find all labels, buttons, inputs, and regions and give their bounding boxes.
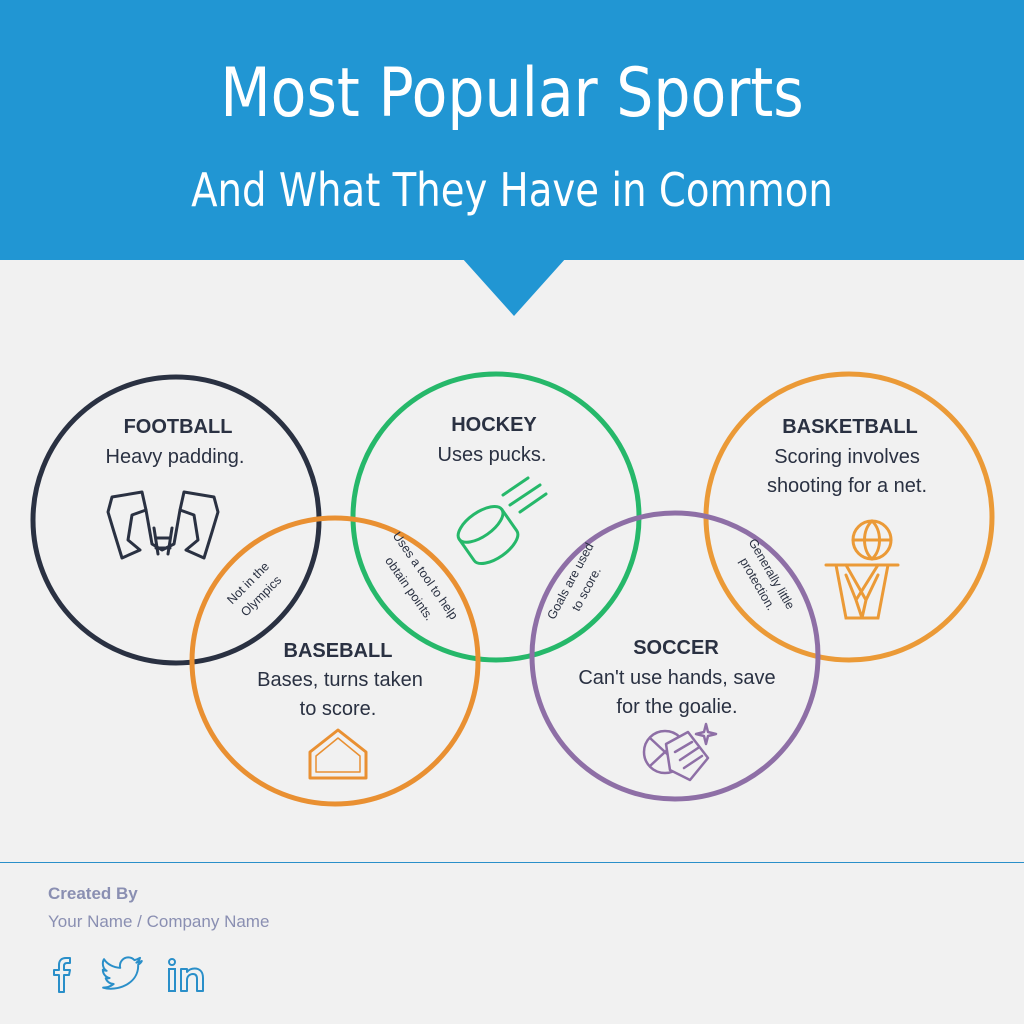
soccer-desc-line-1: Can't use hands, save <box>578 667 775 689</box>
goalie-gloves-icon <box>642 722 718 782</box>
hockey-name: HOCKEY <box>451 414 537 436</box>
basketball-hoop-icon <box>824 519 900 620</box>
facebook-icon[interactable] <box>48 952 78 996</box>
twitter-icon[interactable] <box>100 952 146 996</box>
soccer-name: SOCCER <box>633 637 719 659</box>
baseball-name: BASEBALL <box>284 640 393 662</box>
baseball-circle <box>189 515 481 807</box>
linkedin-icon[interactable] <box>166 952 208 996</box>
football-name: FOOTBALL <box>124 416 233 438</box>
soccer-desc-line-2: for the goalie. <box>616 696 737 718</box>
hockey-puck-icon <box>456 476 548 565</box>
footer-divider <box>0 862 1024 863</box>
page-subtitle: And What They Have in Common <box>191 163 833 217</box>
created-by-label: Created By <box>48 884 138 903</box>
basketball-name: BASKETBALL <box>782 416 918 438</box>
header-banner <box>0 0 1024 260</box>
header-pointer <box>462 258 566 316</box>
hockey-desc-line-1: Uses pucks. <box>438 444 547 466</box>
football-desc-line-1: Heavy padding. <box>106 446 245 468</box>
author-name: Your Name / Company Name <box>48 912 270 931</box>
baseball-desc-line-2: to score. <box>300 698 377 720</box>
home-plate-icon <box>308 728 368 780</box>
baseball-desc-line-1: Bases, turns taken <box>257 669 423 691</box>
page-title: Most Popular Sports <box>220 54 804 133</box>
shoulder-pads-icon <box>106 490 220 560</box>
soccer-circle <box>529 510 821 802</box>
basketball-desc-line-2: shooting for a net. <box>767 475 927 497</box>
basketball-desc-line-1: Scoring involves <box>774 446 920 468</box>
